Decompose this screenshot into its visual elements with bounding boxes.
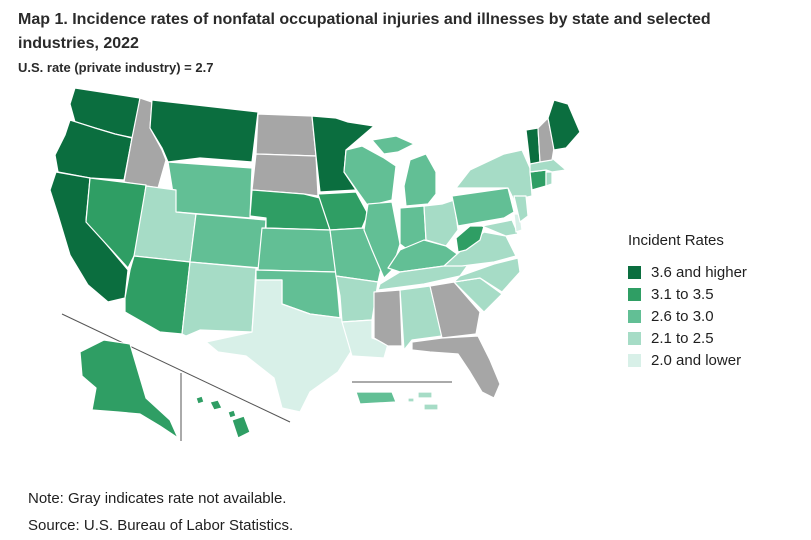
state-maryland[interactable] [481, 219, 519, 237]
state-arizona[interactable] [124, 255, 191, 335]
state-new-mexico[interactable] [181, 261, 257, 337]
state-wisconsin[interactable] [343, 145, 397, 207]
legend-label: 3.1 to 3.5 [651, 285, 714, 303]
state-new-jersey[interactable] [513, 195, 529, 223]
state-florida[interactable] [411, 335, 501, 399]
map-note: Note: Gray indicates rate not available. [28, 490, 287, 507]
state-illinois[interactable] [363, 201, 401, 279]
legend-swatch [628, 265, 641, 279]
state-montana[interactable] [149, 99, 259, 163]
state-alabama[interactable] [399, 285, 443, 351]
map-title: Map 1. Incidence rates of nonfatal occup… [18, 11, 711, 52]
legend-swatch [628, 353, 641, 367]
state-michigan[interactable] [371, 135, 437, 207]
legend-item: 3.1 to 3.5 [628, 283, 747, 305]
state-west-virginia[interactable] [455, 225, 485, 253]
inset-separator-line [61, 313, 291, 423]
legend-title: Incident Rates [628, 232, 724, 249]
state-ohio[interactable] [423, 199, 459, 247]
map-legend: Incident Rates 3.6 and higher 3.1 to 3.5… [628, 232, 747, 371]
state-alaska[interactable] [79, 339, 179, 439]
state-maine[interactable] [547, 99, 581, 151]
state-texas[interactable] [205, 279, 353, 413]
state-north-dakota[interactable] [255, 113, 317, 157]
legend-label: 2.0 and lower [651, 351, 742, 369]
us-rate-subtitle: U.S. rate (private industry) = 2.7 [18, 60, 214, 75]
state-pennsylvania[interactable] [451, 187, 515, 227]
state-mississippi[interactable] [373, 289, 403, 347]
state-georgia[interactable] [429, 281, 481, 339]
legend-item: 3.6 and higher [628, 261, 747, 283]
territory-virgin-islands[interactable] [407, 391, 439, 411]
legend-item: 2.1 to 2.5 [628, 327, 747, 349]
legend-swatch [628, 309, 641, 323]
state-wyoming[interactable] [167, 161, 253, 219]
state-arkansas[interactable] [335, 275, 379, 323]
state-hawaii[interactable] [195, 395, 251, 439]
legend-item: 2.0 and lower [628, 349, 747, 371]
state-north-carolina[interactable] [453, 257, 521, 293]
state-oregon[interactable] [54, 119, 133, 181]
state-kansas[interactable] [257, 227, 337, 273]
legend-label: 2.1 to 2.5 [651, 329, 714, 347]
state-connecticut[interactable] [529, 169, 547, 191]
state-south-dakota[interactable] [251, 153, 319, 197]
state-tennessee[interactable] [377, 261, 471, 291]
state-rhode-island[interactable] [545, 171, 553, 187]
legend-label: 2.6 to 3.0 [651, 307, 714, 325]
legend-swatch [628, 331, 641, 345]
legend-item: 2.6 to 3.0 [628, 305, 747, 327]
state-colorado[interactable] [189, 213, 267, 269]
legend-swatch [628, 287, 641, 301]
map-source: Source: U.S. Bureau of Labor Statistics. [28, 517, 294, 534]
territory-puerto-rico[interactable] [355, 391, 397, 405]
legend-label: 3.6 and higher [651, 263, 747, 281]
